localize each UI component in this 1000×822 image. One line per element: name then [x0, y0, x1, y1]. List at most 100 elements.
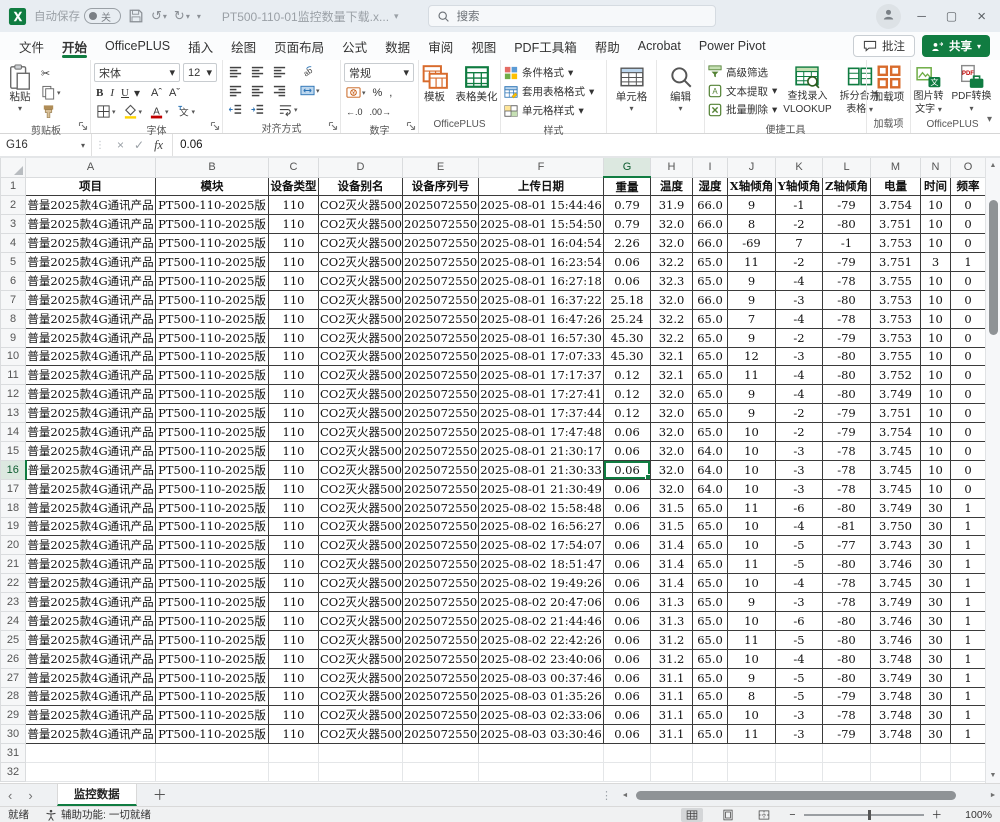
cell[interactable] [822, 762, 871, 782]
cell[interactable]: 45.30 [603, 327, 651, 348]
cell[interactable]: 202507255001 [402, 516, 479, 537]
cell[interactable]: 2025-08-02 21:44:46 [478, 610, 604, 631]
cell[interactable]: -79 [822, 686, 871, 707]
percent-button[interactable]: % [372, 86, 383, 99]
name-box[interactable]: G16 ▾ [0, 134, 92, 156]
cell[interactable]: 110 [268, 592, 319, 612]
cell[interactable]: PT500-110-2025版 [155, 592, 269, 612]
cell[interactable]: 0.06 [603, 497, 651, 518]
cell[interactable]: 11 [727, 554, 776, 575]
cell[interactable]: 10 [920, 308, 951, 329]
cell[interactable]: 110 [268, 705, 319, 726]
cell[interactable]: 32.3 [650, 270, 693, 291]
cell[interactable]: -79 [822, 422, 871, 442]
qat-customize-button[interactable]: ▾ [197, 12, 201, 21]
cell[interactable]: 2025-08-03 02:33:06 [478, 705, 604, 726]
cell[interactable]: 65.0 [692, 535, 728, 556]
row-header-28[interactable]: 28 [0, 686, 26, 707]
cell[interactable]: 110 [268, 610, 319, 631]
cell[interactable]: CO2灭火器5001 [318, 724, 403, 745]
cell[interactable]: PT500-110-2025版 [155, 459, 269, 480]
cell[interactable]: 3.749 [870, 497, 921, 518]
wrap-text-button[interactable]: ▾ [276, 101, 300, 118]
column-header-M[interactable]: M [870, 158, 921, 178]
cell[interactable]: -4 [775, 365, 823, 386]
cell[interactable]: 65.0 [692, 308, 728, 329]
cell[interactable]: 202507255001 [402, 440, 479, 461]
cell[interactable]: 普量2025款4G通讯产品 [25, 289, 156, 310]
align-right-button[interactable] [270, 82, 289, 99]
cell[interactable]: 110 [268, 422, 319, 442]
underline-button[interactable]: U [121, 86, 129, 99]
cell[interactable]: 65.0 [692, 648, 728, 669]
cell[interactable]: PT500-110-2025版 [155, 667, 269, 688]
cell[interactable]: -3 [775, 346, 823, 367]
cell[interactable]: -5 [775, 686, 823, 707]
column-header-H[interactable]: H [650, 158, 693, 178]
accessibility-status[interactable]: 辅助功能: 一切就绪 [45, 807, 151, 822]
cell[interactable]: 66.0 [692, 233, 728, 254]
cell[interactable]: 32.0 [650, 384, 693, 405]
cell[interactable]: -80 [822, 384, 871, 405]
cell[interactable] [478, 762, 604, 782]
cell[interactable]: 10 [727, 422, 776, 442]
increase-indent-button[interactable] [248, 101, 267, 118]
cell[interactable]: 3.753 [870, 308, 921, 329]
cell[interactable]: 普量2025款4G通讯产品 [25, 403, 156, 424]
cell[interactable]: 65.0 [692, 724, 728, 745]
cell[interactable]: 普量2025款4G通讯产品 [25, 592, 156, 612]
cell[interactable]: 110 [268, 214, 319, 235]
comments-button[interactable]: 批注 [852, 35, 915, 57]
cell[interactable]: -78 [822, 440, 871, 461]
cell[interactable]: 普量2025款4G通讯产品 [25, 724, 156, 745]
cell[interactable]: 3.748 [870, 686, 921, 707]
decrease-font-button[interactable]: Aˇ [169, 86, 180, 99]
cell[interactable]: 65.0 [692, 270, 728, 291]
cell[interactable]: 32.0 [650, 478, 693, 499]
cell[interactable]: -80 [822, 648, 871, 669]
cell[interactable]: 31.5 [650, 497, 693, 518]
cell[interactable]: 0.06 [603, 592, 651, 612]
cell[interactable]: 202507255001 [402, 252, 479, 272]
cell[interactable]: 31.3 [650, 610, 693, 631]
cell[interactable] [950, 762, 986, 782]
cell[interactable]: 202507255001 [402, 289, 479, 310]
cell[interactable]: -78 [822, 478, 871, 499]
cell[interactable]: 0.79 [603, 214, 651, 235]
next-sheet-button[interactable]: › [28, 787, 33, 803]
row-header-23[interactable]: 23 [0, 592, 26, 612]
cell[interactable]: 30 [920, 648, 951, 669]
menu-tab-2[interactable]: 开始 [53, 32, 96, 60]
cell[interactable]: PT500-110-2025版 [155, 233, 269, 254]
row-header-18[interactable]: 18 [0, 497, 26, 518]
cell[interactable]: CO2灭火器5001 [318, 554, 403, 575]
image-to-text-button[interactable]: 文 图片转 文字 ▾ [912, 63, 946, 117]
select-all-corner[interactable] [0, 158, 26, 178]
cell[interactable]: 2025-08-02 15:58:48 [478, 497, 604, 518]
cell[interactable]: 110 [268, 724, 319, 745]
row-header-1[interactable]: 1 [0, 176, 26, 197]
cell[interactable]: 110 [268, 440, 319, 461]
cell[interactable]: 1 [950, 592, 986, 612]
cell[interactable]: 31.3 [650, 592, 693, 612]
cell[interactable]: 32.2 [650, 252, 693, 272]
cell[interactable]: 202507255001 [402, 724, 479, 745]
cell[interactable]: 202507255001 [402, 629, 479, 650]
cell[interactable]: 电量 [870, 176, 921, 197]
cell[interactable]: 65.0 [692, 346, 728, 367]
cell[interactable]: PT500-110-2025版 [155, 195, 269, 216]
cell[interactable]: 3.745 [870, 459, 921, 480]
cell[interactable]: 10 [920, 422, 951, 442]
cell[interactable]: 7 [727, 308, 776, 329]
cell[interactable]: 3.754 [870, 195, 921, 216]
cell[interactable]: 31.4 [650, 573, 693, 594]
row-header-14[interactable]: 14 [0, 422, 26, 442]
cell[interactable]: CO2灭火器5001 [318, 440, 403, 461]
page-break-view-button[interactable] [753, 808, 775, 822]
font-dialog-launcher[interactable] [210, 120, 220, 131]
cell[interactable]: 10 [920, 195, 951, 216]
row-header-9[interactable]: 9 [0, 327, 26, 348]
cell[interactable]: 3.752 [870, 365, 921, 386]
cell[interactable]: 普量2025款4G通讯产品 [25, 686, 156, 707]
cell[interactable]: 110 [268, 252, 319, 272]
